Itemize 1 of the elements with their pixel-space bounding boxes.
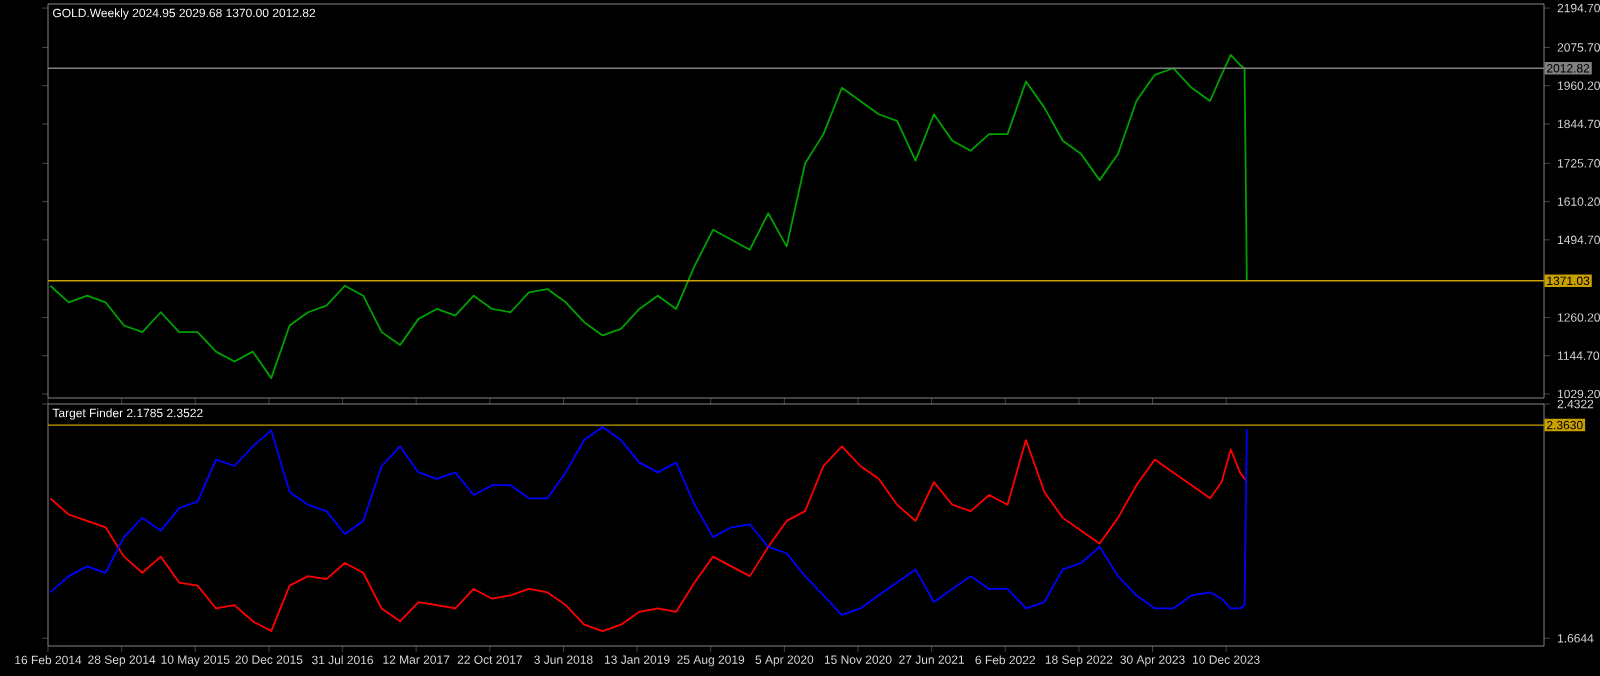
line-series <box>49 54 1248 380</box>
